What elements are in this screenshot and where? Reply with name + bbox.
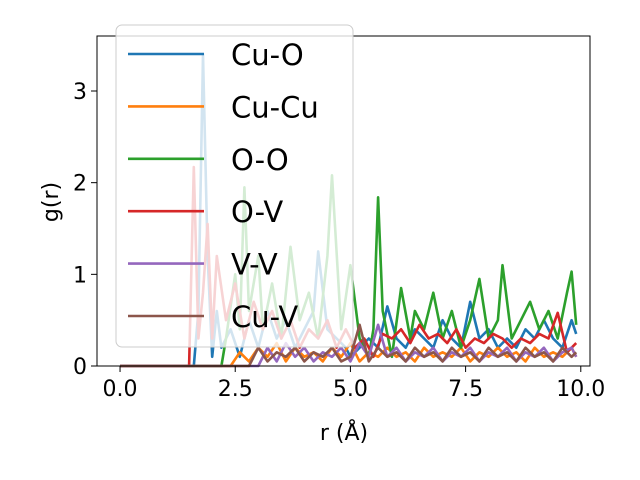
y-axis-ticks: 0 1 2 3 <box>73 80 97 380</box>
x-tick-label: 10.0 <box>556 377 605 402</box>
y-tick-label: 3 <box>73 80 87 105</box>
x-tick-label: 5.0 <box>333 377 368 402</box>
x-axis-ticks: 0.0 2.5 5.0 7.5 10.0 <box>103 366 605 402</box>
x-tick-label: 2.5 <box>218 377 253 402</box>
x-tick-label: 0.0 <box>103 377 138 402</box>
y-axis-label: g(r) <box>39 182 64 222</box>
legend-label-cu-o: Cu-O <box>231 38 304 72</box>
series-line-v-v <box>120 323 578 368</box>
legend-label-o-o: O-O <box>231 143 289 177</box>
legend-label-cu-cu: Cu-Cu <box>231 90 319 124</box>
y-tick-label: 2 <box>73 172 87 197</box>
y-tick-label: 0 <box>73 355 87 380</box>
legend-label-o-v: O-V <box>231 195 283 229</box>
legend-label-cu-v: Cu-V <box>231 300 298 334</box>
x-axis-label: r (Å) <box>320 419 368 446</box>
y-tick-label: 1 <box>73 263 87 288</box>
legend: Cu-O Cu-Cu O-O O-V V-V Cu-V <box>115 24 354 348</box>
x-tick-label: 7.5 <box>448 377 483 402</box>
legend-label-v-v: V-V <box>231 248 278 282</box>
series-line-cu-v <box>120 323 578 368</box>
legend-box <box>115 24 354 348</box>
